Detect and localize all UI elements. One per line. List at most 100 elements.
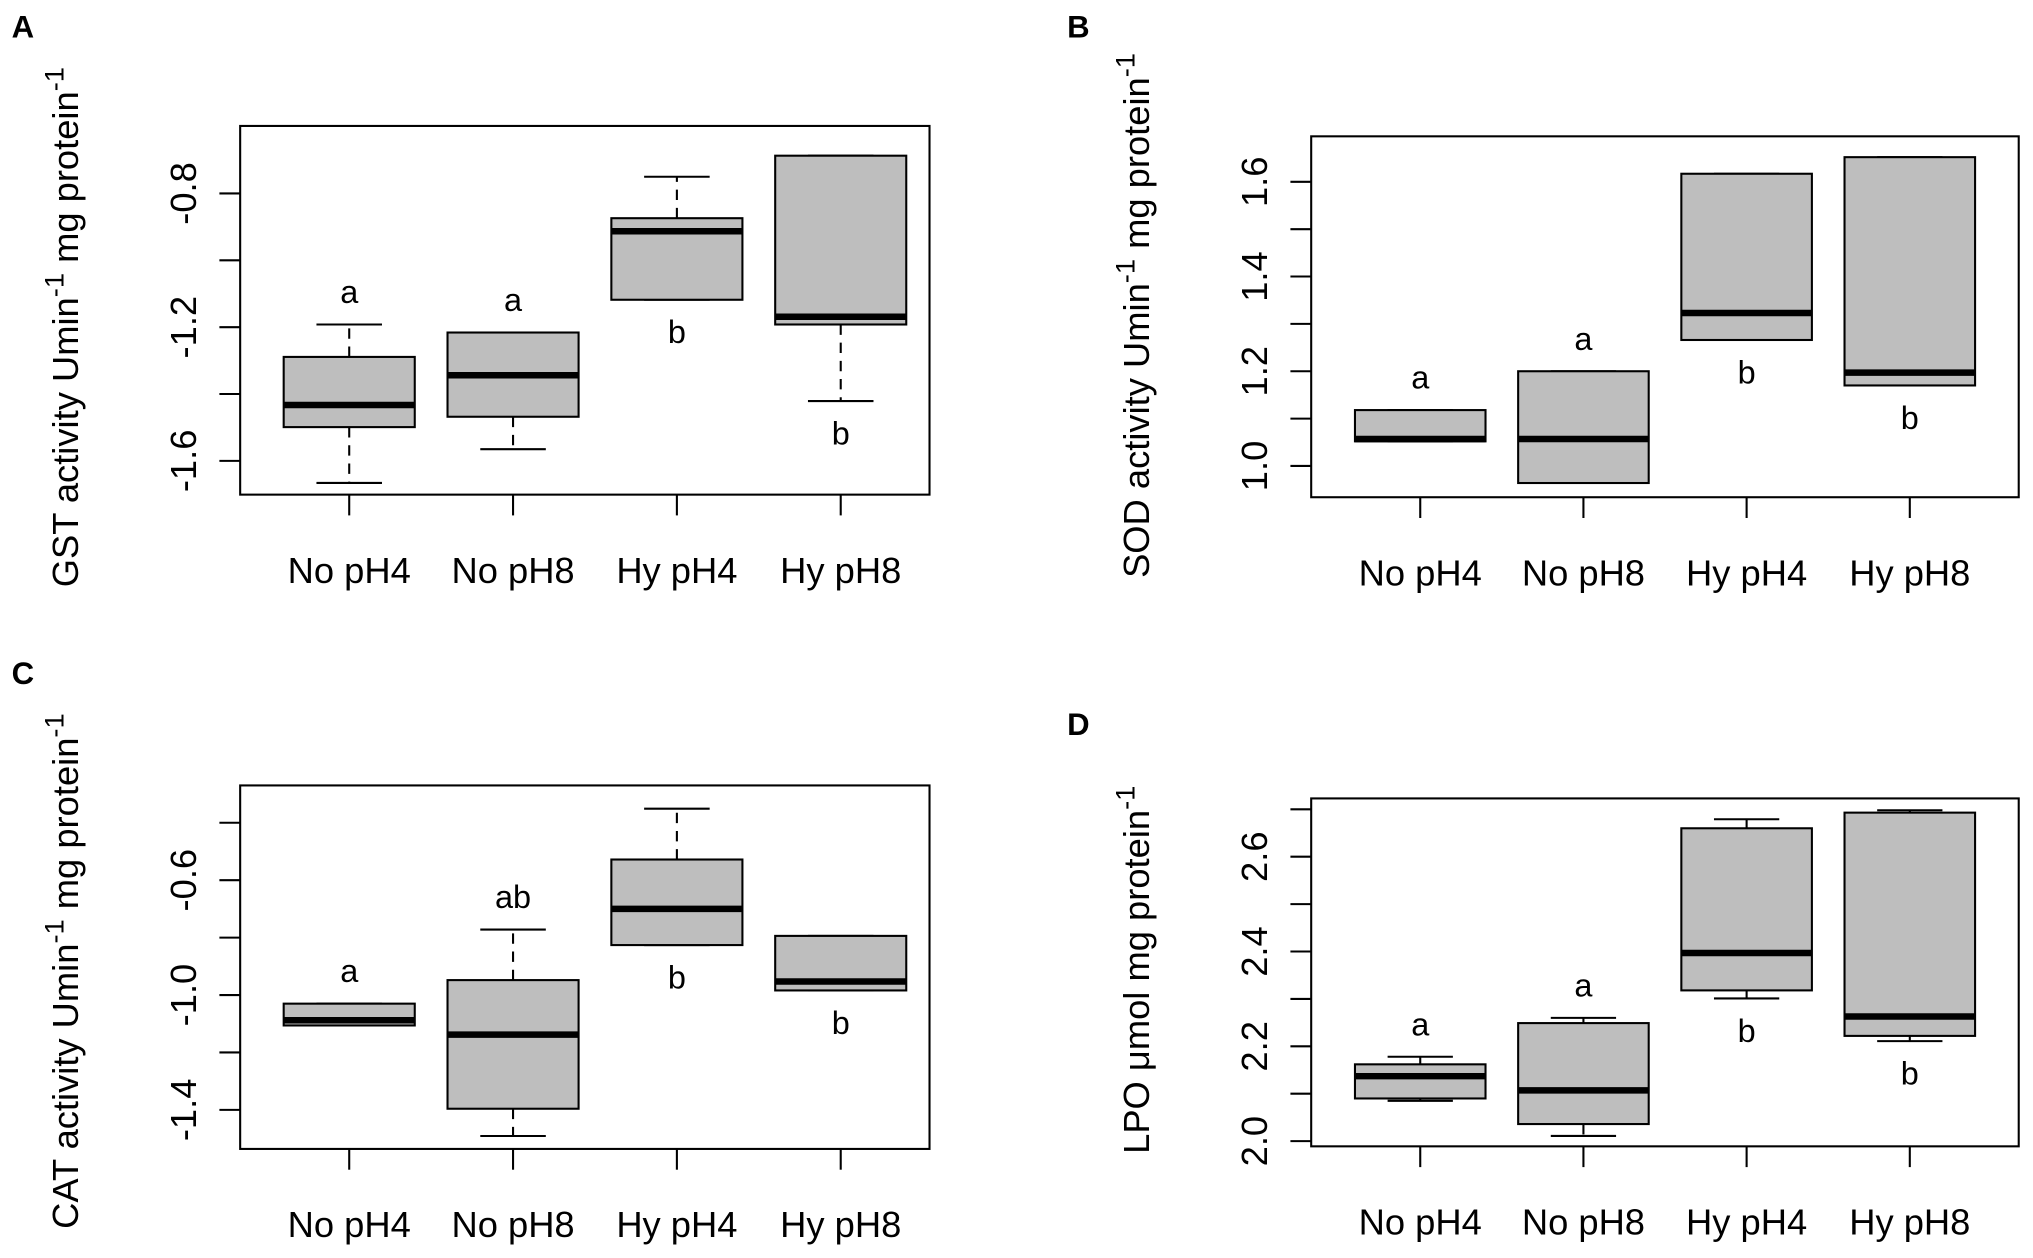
x-tick-label: Hy pH8 [1849, 553, 1970, 594]
significance-letter: a [1411, 360, 1430, 396]
y-axis-label-text: mg protein [45, 738, 86, 920]
box-iqr [610, 858, 744, 947]
significance-letter: a [340, 953, 359, 989]
y-tick-label: 2.0 [1234, 1116, 1275, 1167]
panel-label: C [12, 656, 34, 691]
box-no-ph8: a [446, 282, 580, 451]
box-iqr [282, 355, 416, 429]
box-no-ph4: a [282, 953, 416, 1027]
significance-letter: b [1738, 1013, 1756, 1049]
y-axis-label-exponent: -1 [39, 919, 70, 943]
x-tick-label: Hy pH4 [616, 550, 737, 591]
y-tick-label: -0.8 [163, 162, 204, 225]
box-hy-ph4: b [610, 807, 744, 996]
y-tick-label: -1.2 [163, 296, 204, 359]
y-axis-label: SOD activity Umin-1 mg protein-1 [1110, 53, 1157, 578]
x-tick-label: No pH8 [1522, 553, 1645, 594]
x-tick-label: No pH8 [1522, 1202, 1645, 1243]
y-tick-label: 1.2 [1234, 346, 1275, 397]
x-tick-label: Hy pH4 [1686, 1202, 1807, 1243]
plot-frame [239, 784, 931, 1150]
significance-letter: b [668, 314, 686, 350]
y-axis-label-text: SOD activity Umin [1116, 283, 1157, 578]
x-tick-label: No pH4 [288, 1204, 411, 1245]
y-axis-label-exponent: -1 [1110, 259, 1141, 283]
x-tick-label: Hy pH4 [1686, 553, 1807, 594]
y-tick-label: -1.6 [163, 430, 204, 493]
panel-b: B 1.0 1.2 1.4 1.6 No pH4 No pH8 Hy pH4 Hy pH8 SOD… [1067, 10, 2020, 594]
y-axis-label: CAT activity Umin-1 mg protein-1 [39, 713, 86, 1229]
panel-label: D [1067, 707, 1090, 742]
significance-letter: ab [495, 879, 531, 915]
x-tick-label: Hy pH8 [1849, 1202, 1970, 1243]
panel-a: A -1.6 -1.2 -0.8 No pH4 No pH8 Hy pH4 Hy pH8 GST… [12, 10, 931, 591]
y-axis-label-exponent: -1 [39, 273, 70, 297]
significance-letter: b [1901, 1056, 1919, 1092]
y-axis-label-text: CAT activity Umin [45, 944, 86, 1229]
y-tick-label: 2.6 [1234, 831, 1275, 882]
box-iqr [774, 154, 908, 326]
x-tick-label: No pH8 [451, 1204, 574, 1245]
plot-frame [239, 124, 931, 496]
y-axis-label-exponent: -1 [39, 713, 70, 737]
box-hy-ph8: b [1843, 809, 1977, 1092]
y-axis-label-text: GST activity Umin [45, 297, 86, 587]
y-axis-label-exponent: -1 [1110, 786, 1141, 810]
significance-letter: a [1574, 967, 1593, 1003]
significance-letter: a [1574, 321, 1593, 357]
x-tick-label: Hy pH4 [616, 1204, 737, 1245]
x-tick-label: No pH4 [1359, 553, 1482, 594]
y-axis-label: GST activity Umin-1 mg protein-1 [39, 67, 86, 587]
plot-frame [1310, 135, 2020, 499]
significance-letter: b [832, 415, 850, 451]
y-axis-label-exponent: -1 [39, 67, 70, 91]
y-tick-label: -1.0 [163, 964, 204, 1027]
significance-letter: a [504, 282, 523, 318]
box-no-ph4: a [1353, 1006, 1487, 1102]
significance-letter: b [1901, 400, 1919, 436]
panel-label: B [1067, 10, 1090, 45]
significance-letter: a [1411, 1006, 1430, 1042]
plot-frame [1310, 797, 2020, 1148]
box-no-ph4: a [282, 274, 416, 484]
y-axis-label-exponent: -1 [1110, 53, 1141, 77]
significance-letter: b [1738, 354, 1756, 390]
panel-c: C -1.4 -1.0 -0.6 No pH4 No pH8 Hy pH4 Hy pH8 CAT… [12, 656, 931, 1245]
box-iqr [1843, 156, 1977, 387]
box-iqr [446, 979, 580, 1110]
panel-label: A [12, 10, 34, 45]
y-tick-label: 1.0 [1234, 441, 1275, 492]
y-tick-label: 1.6 [1234, 157, 1275, 208]
y-axis-label: LPO μmol mg protein-1 [1110, 786, 1157, 1154]
box-iqr [1517, 370, 1650, 485]
panel-d: D 2.0 2.2 2.4 2.6 No pH4 No pH8 Hy pH4 Hy pH8 LPO… [1067, 707, 2020, 1243]
box-hy-ph4: b [1680, 172, 1813, 390]
box-hy-ph8: b [774, 934, 908, 1041]
significance-letter: b [668, 960, 686, 996]
x-tick-label: Hy pH8 [780, 1204, 901, 1245]
box-no-ph8: a [1517, 967, 1650, 1137]
box-hy-ph8: b [1843, 156, 1977, 436]
box-no-ph4: a [1353, 360, 1487, 443]
box-iqr [1680, 827, 1813, 992]
significance-letter: b [832, 1005, 850, 1041]
x-tick-label: No pH4 [1359, 1202, 1482, 1243]
x-tick-label: No pH8 [451, 550, 574, 591]
panel-grid: A -1.6 -1.2 -0.8 No pH4 No pH8 Hy pH4 Hy pH8 GST… [12, 10, 2020, 1245]
box-iqr [1843, 811, 1977, 1037]
box-iqr [1517, 1022, 1650, 1126]
box-no-ph8: ab [446, 879, 580, 1138]
box-no-ph8: a [1517, 321, 1650, 485]
y-tick-label: 1.4 [1234, 251, 1275, 302]
y-tick-label: -1.4 [163, 1079, 204, 1142]
box-hy-ph4: b [610, 175, 744, 350]
box-iqr [1353, 1063, 1487, 1100]
x-tick-label: No pH4 [288, 550, 411, 591]
box-hy-ph4: b [1680, 818, 1813, 1049]
y-tick-label: 2.2 [1234, 1021, 1275, 1072]
y-axis-label-text: LPO μmol mg protein [1116, 810, 1157, 1154]
x-tick-label: Hy pH8 [780, 550, 901, 591]
significance-letter: a [340, 274, 359, 310]
y-tick-label: -0.6 [163, 849, 204, 912]
